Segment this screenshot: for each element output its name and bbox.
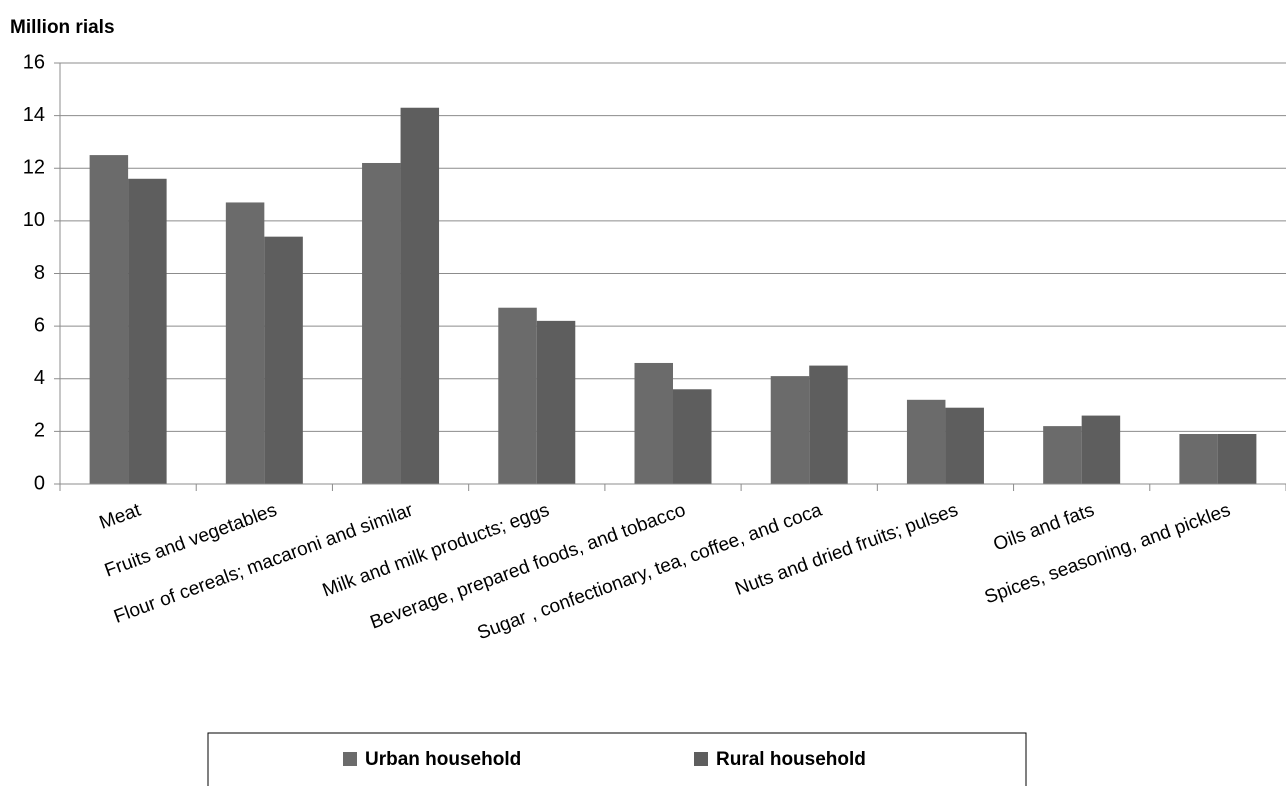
bar — [673, 389, 712, 484]
bar — [400, 107, 440, 484]
bar — [362, 162, 401, 485]
bar — [1043, 426, 1082, 484]
y-axis-title: Million rials — [10, 17, 115, 38]
y-tick-label: 2 — [34, 420, 45, 442]
bar — [498, 307, 537, 484]
legend-label: Rural household — [716, 749, 866, 770]
x-tick-label: Milk and milk products; eggs — [320, 500, 552, 602]
legend-swatch — [694, 752, 708, 766]
x-tick-label: Meat — [97, 499, 145, 533]
x-tick-label: Spices, seasoning, and pickles — [982, 500, 1233, 609]
legend-box — [207, 732, 1027, 786]
bar — [264, 236, 303, 484]
y-tick-label: 0 — [34, 472, 45, 494]
bar — [1179, 434, 1218, 484]
legend-label: Urban household — [365, 749, 521, 770]
y-tick-label: 4 — [34, 367, 45, 389]
bar — [770, 376, 810, 484]
y-tick-label: 16 — [23, 51, 45, 73]
y-tick-label: 14 — [23, 104, 45, 126]
bar — [1081, 415, 1121, 484]
bar — [809, 365, 848, 484]
y-tick-label: 10 — [23, 209, 45, 231]
bar — [225, 202, 265, 485]
bar — [89, 155, 129, 484]
y-tick-label: 6 — [34, 314, 45, 336]
bar — [1217, 434, 1257, 484]
x-tick-label: Nuts and dried fruits; pulses — [732, 500, 960, 600]
y-tick-label: 8 — [34, 262, 45, 284]
y-tick-label: 12 — [23, 157, 45, 179]
bar — [634, 362, 673, 484]
bar — [945, 407, 984, 484]
x-tick-label: Oils and fats — [991, 500, 1097, 556]
bar — [906, 399, 946, 484]
legend-swatch — [343, 752, 357, 766]
bar — [128, 178, 167, 484]
bar — [536, 320, 576, 484]
